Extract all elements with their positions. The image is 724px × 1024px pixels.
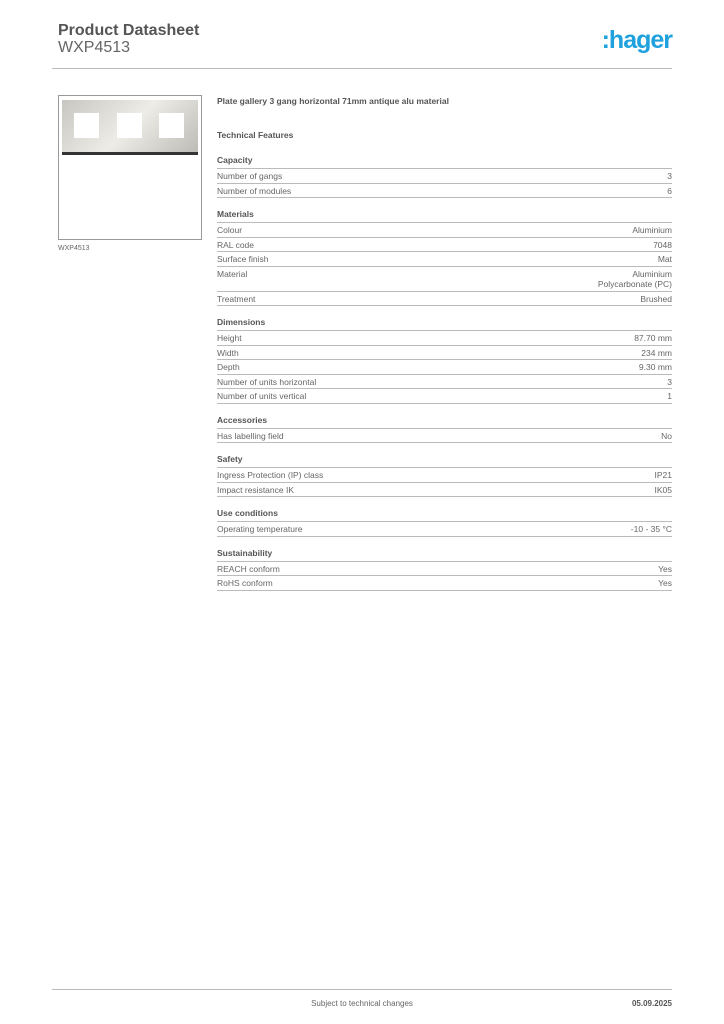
spec-value: Brushed: [640, 293, 672, 304]
spec-value: -10 - 35 °C: [630, 524, 672, 534]
spec-value: 234 mm: [641, 347, 672, 358]
spec-value: IK05: [654, 484, 673, 495]
spec-row: Treatment Brushed: [217, 292, 672, 306]
spec-row: Has labelling field No: [217, 429, 672, 443]
product-image: [58, 95, 202, 240]
spec-row: Number of units vertical 1: [217, 389, 672, 404]
spec-value: Mat: [657, 254, 672, 264]
section-heading: Materials: [217, 209, 672, 223]
spec-label: Number of modules: [217, 185, 292, 196]
plate-opening: [74, 113, 99, 138]
footer-date: 05.09.2025: [631, 999, 672, 1008]
spec-content: Plate gallery 3 gang horizontal 71mm ant…: [217, 96, 672, 591]
spec-value: 3: [667, 171, 672, 181]
spec-label: Number of units horizontal: [217, 376, 317, 387]
spec-label: REACH conform: [217, 563, 280, 574]
spec-label: Colour: [217, 225, 243, 235]
spec-value: Yes: [658, 578, 672, 588]
spec-row: Colour Aluminium: [217, 223, 672, 238]
technical-features-heading: Technical Features: [217, 130, 294, 140]
section-heading: Safety: [217, 454, 672, 468]
header-divider: [52, 68, 672, 69]
spec-row: REACH conform Yes: [217, 562, 672, 576]
hager-logo: :hager: [601, 26, 673, 54]
section-heading: Accessories: [217, 415, 672, 429]
spec-value: 87.70 mm: [634, 333, 672, 343]
spec-section: Materials Colour Aluminium RAL code 7048 Surf…: [217, 209, 672, 306]
spec-label: Height: [217, 333, 242, 343]
spec-value: No: [661, 430, 672, 441]
spec-label: Impact resistance IK: [217, 484, 295, 495]
spec-row: Number of units horizontal 3: [217, 375, 672, 389]
spec-label: Ingress Protection (IP) class: [217, 470, 324, 480]
spec-section: Sustainability REACH conform Yes RoHS confo…: [217, 548, 672, 591]
spec-row: Surface finish Mat: [217, 252, 672, 267]
spec-row: Material Aluminium Polycarbonate (PC): [217, 267, 672, 292]
spec-label: Surface finish: [217, 254, 269, 264]
spec-value: Yes: [658, 563, 672, 574]
spec-label: Has labelling field: [217, 430, 284, 441]
section-heading: Use conditions: [217, 508, 672, 522]
spec-label: Number of gangs: [217, 171, 283, 181]
spec-section: Use conditions Operating temperature -10 -…: [217, 508, 672, 537]
spec-value: Aluminium Polycarbonate (PC): [597, 268, 672, 290]
spec-value: Aluminium: [632, 225, 672, 235]
plate-picture: [62, 100, 198, 155]
spec-label: Depth: [217, 362, 240, 372]
product-description: Plate gallery 3 gang horizontal 71mm ant…: [217, 96, 449, 106]
spec-label: RAL code: [217, 239, 255, 250]
image-caption: WXP4513: [58, 245, 90, 252]
section-heading: Dimensions: [217, 317, 672, 331]
spec-value: 7048: [653, 239, 672, 250]
spec-section: Accessories Has labelling field No: [217, 415, 672, 443]
spec-row: Impact resistance IK IK05: [217, 483, 673, 497]
section-heading: Sustainability: [217, 548, 672, 562]
plate-opening: [159, 113, 184, 138]
footer-note: Subject to technical changes: [311, 999, 413, 1008]
spec-label: Operating temperature: [217, 524, 303, 534]
spec-row: Ingress Protection (IP) class IP21: [217, 468, 672, 483]
spec-row: Width 234 mm: [217, 346, 672, 360]
spec-value: 9.30 mm: [638, 362, 672, 372]
plate-opening: [117, 113, 142, 138]
spec-value: 3: [667, 376, 672, 387]
spec-value: IP21: [654, 470, 673, 480]
spec-row: Depth 9.30 mm: [217, 360, 672, 375]
spec-section: Dimensions Height 87.70 mm Width 234 mm Depth…: [217, 317, 672, 404]
spec-label: Material: [217, 268, 248, 279]
spec-row: Operating temperature -10 - 35 °C: [217, 522, 672, 537]
spec-row: Number of modules 6: [217, 184, 672, 198]
spec-row: Height 87.70 mm: [217, 331, 672, 346]
spec-label: Number of units vertical: [217, 391, 307, 401]
spec-label: Treatment: [217, 293, 256, 304]
spec-row: RAL code 7048: [217, 238, 672, 252]
product-code: WXP4513: [58, 39, 131, 56]
spec-value: 6: [667, 185, 672, 196]
spec-value: 1: [667, 391, 672, 401]
spec-label: Width: [217, 347, 239, 358]
spec-section: Capacity Number of gangs 3 Number of module…: [217, 155, 672, 198]
section-heading: Capacity: [217, 155, 672, 169]
page-title: Product Datasheet: [58, 22, 200, 39]
spec-section: Safety Ingress Protection (IP) class IP21 I…: [217, 454, 672, 497]
footer-divider: [52, 989, 672, 990]
spec-row: Number of gangs 3: [217, 169, 672, 184]
spec-label: RoHS conform: [217, 578, 273, 588]
spec-row: RoHS conform Yes: [217, 576, 672, 591]
